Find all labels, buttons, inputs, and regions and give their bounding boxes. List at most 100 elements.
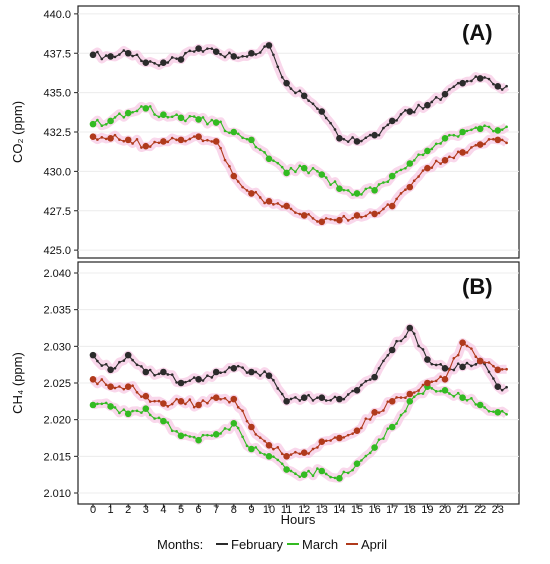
data-point-march [212,431,220,438]
series-marker-march [170,429,174,433]
series-marker-february [377,367,381,370]
series-marker-february [474,363,478,366]
data-point-april [318,438,326,445]
series-marker-april [342,436,346,439]
series-marker-march [206,433,209,437]
series-marker-march [434,390,438,393]
series-marker-march [377,438,381,441]
data-point-february [177,379,185,387]
data-point-february [336,395,343,403]
series-marker-march [157,416,161,420]
x-tick-label: 4 [160,504,166,516]
series-marker-february [404,109,407,112]
series-marker-february [395,119,398,122]
series-marker-march [448,133,451,137]
series-marker-march [368,186,372,189]
series-marker-march [316,169,319,173]
series-marker-march [417,153,420,156]
series-marker-march [148,413,152,417]
series-marker-april [135,390,139,394]
series-marker-april [360,215,363,219]
series-marker-march [395,170,398,174]
band-april [90,130,510,227]
data-point-april [230,395,238,403]
series-marker-march [289,469,293,473]
series-marker-march [175,113,178,116]
series-marker-february [500,88,504,91]
series-marker-march [206,122,209,126]
data-point-april [336,434,343,442]
series-marker-february [311,102,315,106]
series-marker-april [245,419,249,423]
series-marker-february [131,358,134,362]
data-point-march [459,128,466,136]
data-point-march [160,111,167,118]
series-marker-february [465,361,469,365]
legend-label-february: February [231,537,284,552]
series-marker-march [263,453,266,456]
series-marker-april [382,409,385,412]
series-marker-march [329,475,332,479]
series-marker-february [298,89,302,93]
series-marker-april [140,395,143,398]
series-marker-april [258,436,262,439]
series-marker-april [470,347,473,350]
series-marker-february [170,373,174,377]
series-marker-march [430,147,434,151]
data-point-march [124,109,132,117]
data-point-march [107,117,114,125]
data-point-march [406,160,414,167]
series-marker-march [192,115,196,118]
x-tick-label: 11 [281,504,292,516]
series-marker-april [280,205,284,208]
series-marker-february [298,399,302,402]
series-marker-february [434,96,438,99]
series-marker-february [135,363,139,367]
series-marker-april [170,136,174,140]
y-tick-label: 2.020 [43,415,71,427]
series-marker-march [505,412,508,416]
series-marker-april [210,396,214,400]
y-tick-label: 432.5 [43,127,71,139]
series-marker-march [500,409,504,413]
series-marker-april [223,158,227,162]
data-point-april [476,357,484,365]
panel-ch4-label: (B) [462,274,493,299]
series-marker-february [228,366,231,369]
series-marker-february [324,399,328,402]
series-marker-april [157,141,161,145]
series-marker-march [184,119,187,123]
data-point-march [300,164,308,172]
series-marker-february [364,136,368,140]
series-marker-march [386,427,390,431]
series-marker-march [135,409,139,413]
series-marker-february [272,53,275,57]
series-marker-april [452,156,456,160]
data-point-april [107,383,114,390]
series-marker-march [351,468,354,472]
series-marker-april [201,139,205,143]
data-point-april [371,210,378,218]
series-marker-march [104,401,108,405]
series-marker-february [492,82,495,86]
data-point-april [371,409,378,416]
series-marker-march [263,151,266,154]
data-point-february [300,394,308,401]
series-marker-april [452,356,456,360]
series-marker-march [399,413,403,417]
data-point-april [441,376,449,383]
series-marker-april [241,185,244,189]
series-marker-april [505,141,508,145]
series-marker-march [351,193,354,197]
series-marker-april [465,151,469,154]
series-marker-april [307,452,310,455]
data-point-march [371,186,378,194]
series-marker-february [157,64,161,67]
data-point-february [212,368,220,376]
series-marker-march [456,391,460,395]
series-marker-march [118,411,121,415]
series-marker-march [148,105,152,108]
x-axis-label: Hours [281,512,316,527]
data-point-march [248,136,255,144]
